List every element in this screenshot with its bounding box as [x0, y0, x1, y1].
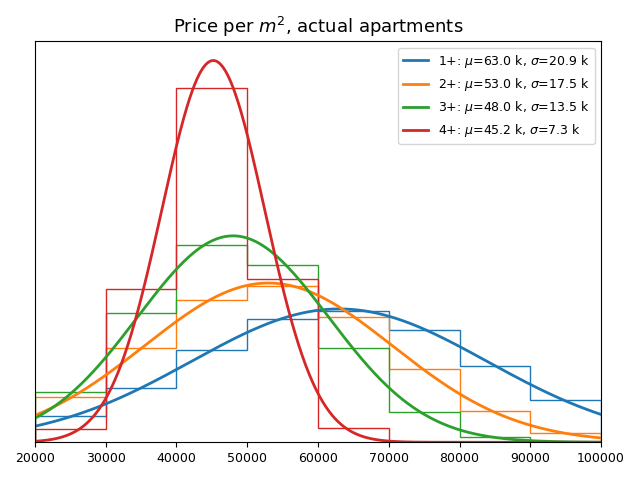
1+: $\mu$=63.0 k, $\sigma$=20.9 k: (6.3e+04, 1.91e-05): $\mu$=63.0 k, $\sigma$=20.9 k: (6.3e+04,…: [335, 306, 343, 312]
Line: 4+: $\mu$=45.2 k, $\sigma$=7.3 k: 4+: $\mu$=45.2 k, $\sigma$=7.3 k: [35, 60, 601, 442]
1+: $\mu$=63.0 k, $\sigma$=20.9 k: (8.25e+04, 1.24e-05): $\mu$=63.0 k, $\sigma$=20.9 k: (8.25e+04…: [473, 353, 481, 359]
Line: 1+: $\mu$=63.0 k, $\sigma$=20.9 k: 1+: $\mu$=63.0 k, $\sigma$=20.9 k: [35, 309, 601, 426]
1+: $\mu$=63.0 k, $\sigma$=20.9 k: (2.82e+04, 4.76e-06): $\mu$=63.0 k, $\sigma$=20.9 k: (2.82e+04…: [89, 406, 97, 412]
4+: $\mu$=45.2 k, $\sigma$=7.3 k: (8.25e+04, 1.2e-10): $\mu$=45.2 k, $\sigma$=7.3 k: (8.25e+04,…: [473, 439, 481, 445]
2+: $\mu$=53.0 k, $\sigma$=17.5 k: (8.39e+04, 4.79e-06): $\mu$=53.0 k, $\sigma$=17.5 k: (8.39e+04…: [483, 406, 491, 412]
4+: $\mu$=45.2 k, $\sigma$=7.3 k: (8.39e+04, 4.3e-11): $\mu$=45.2 k, $\sigma$=7.3 k: (8.39e+04,…: [483, 439, 491, 445]
3+: $\mu$=48.0 k, $\sigma$=13.5 k: (5.24e+04, 2.8e-05): $\mu$=48.0 k, $\sigma$=13.5 k: (5.24e+04…: [260, 244, 268, 250]
3+: $\mu$=48.0 k, $\sigma$=13.5 k: (7.5e+04, 3.99e-06): $\mu$=48.0 k, $\sigma$=13.5 k: (7.5e+04,…: [420, 411, 428, 417]
1+: $\mu$=63.0 k, $\sigma$=20.9 k: (7.5e+04, 1.62e-05): $\mu$=63.0 k, $\sigma$=20.9 k: (7.5e+04,…: [420, 326, 428, 332]
4+: $\mu$=45.2 k, $\sigma$=7.3 k: (2e+04, 1.41e-07): $\mu$=45.2 k, $\sigma$=7.3 k: (2e+04, 1.…: [31, 438, 39, 444]
2+: $\mu$=53.0 k, $\sigma$=17.5 k: (8.25e+04, 5.53e-06): $\mu$=53.0 k, $\sigma$=17.5 k: (8.25e+04…: [473, 401, 481, 407]
4+: $\mu$=45.2 k, $\sigma$=7.3 k: (1e+05, 3.17e-17): $\mu$=45.2 k, $\sigma$=7.3 k: (1e+05, 3.…: [597, 439, 605, 445]
3+: $\mu$=48.0 k, $\sigma$=13.5 k: (8.39e+04, 8.6e-07): $\mu$=48.0 k, $\sigma$=13.5 k: (8.39e+04…: [483, 433, 491, 439]
3+: $\mu$=48.0 k, $\sigma$=13.5 k: (5.53e+04, 2.55e-05): $\mu$=48.0 k, $\sigma$=13.5 k: (5.53e+04…: [281, 261, 289, 267]
4+: $\mu$=45.2 k, $\sigma$=7.3 k: (5.24e+04, 3.35e-05): $\mu$=45.2 k, $\sigma$=7.3 k: (5.24e+04,…: [260, 206, 268, 212]
4+: $\mu$=45.2 k, $\sigma$=7.3 k: (7.5e+04, 1.3e-08): $\mu$=45.2 k, $\sigma$=7.3 k: (7.5e+04, …: [420, 439, 428, 445]
2+: $\mu$=53.0 k, $\sigma$=17.5 k: (2e+04, 3.85e-06): $\mu$=53.0 k, $\sigma$=17.5 k: (2e+04, 3…: [31, 412, 39, 418]
2+: $\mu$=53.0 k, $\sigma$=17.5 k: (5.53e+04, 2.26e-05): $\mu$=53.0 k, $\sigma$=17.5 k: (5.53e+04…: [281, 282, 289, 288]
2+: $\mu$=53.0 k, $\sigma$=17.5 k: (1e+05, 6.19e-07): $\mu$=53.0 k, $\sigma$=17.5 k: (1e+05, 6…: [597, 435, 605, 441]
2+: $\mu$=53.0 k, $\sigma$=17.5 k: (5.24e+04, 2.28e-05): $\mu$=53.0 k, $\sigma$=17.5 k: (5.24e+04…: [260, 280, 268, 286]
Legend: 1+: $\mu$=63.0 k, $\sigma$=20.9 k, 2+: $\mu$=53.0 k, $\sigma$=17.5 k, 3+: $\mu$=: 1+: $\mu$=63.0 k, $\sigma$=20.9 k, 2+: $…: [398, 48, 595, 144]
3+: $\mu$=48.0 k, $\sigma$=13.5 k: (2.82e+04, 1e-05): $\mu$=48.0 k, $\sigma$=13.5 k: (2.82e+04…: [89, 369, 97, 375]
3+: $\mu$=48.0 k, $\sigma$=13.5 k: (8.25e+04, 1.14e-06): $\mu$=48.0 k, $\sigma$=13.5 k: (8.25e+04…: [473, 432, 481, 437]
1+: $\mu$=63.0 k, $\sigma$=20.9 k: (1e+05, 3.98e-06): $\mu$=63.0 k, $\sigma$=20.9 k: (1e+05, 3…: [597, 411, 605, 417]
3+: $\mu$=48.0 k, $\sigma$=13.5 k: (4.8e+04, 2.96e-05): $\mu$=48.0 k, $\sigma$=13.5 k: (4.8e+04,…: [229, 233, 237, 239]
1+: $\mu$=63.0 k, $\sigma$=20.9 k: (2e+04, 2.3e-06): $\mu$=63.0 k, $\sigma$=20.9 k: (2e+04, 2…: [31, 423, 39, 429]
1+: $\mu$=63.0 k, $\sigma$=20.9 k: (5.52e+04, 1.78e-05): $\mu$=63.0 k, $\sigma$=20.9 k: (5.52e+04…: [280, 315, 288, 321]
Line: 3+: $\mu$=48.0 k, $\sigma$=13.5 k: 3+: $\mu$=48.0 k, $\sigma$=13.5 k: [35, 236, 601, 442]
2+: $\mu$=53.0 k, $\sigma$=17.5 k: (2.82e+04, 8.33e-06): $\mu$=53.0 k, $\sigma$=17.5 k: (2.82e+04…: [89, 381, 97, 387]
3+: $\mu$=48.0 k, $\sigma$=13.5 k: (1e+05, 1.77e-08): $\mu$=48.0 k, $\sigma$=13.5 k: (1e+05, 1…: [597, 439, 605, 445]
1+: $\mu$=63.0 k, $\sigma$=20.9 k: (8.39e+04, 1.16e-05): $\mu$=63.0 k, $\sigma$=20.9 k: (8.39e+04…: [483, 359, 491, 364]
4+: $\mu$=45.2 k, $\sigma$=7.3 k: (5.53e+04, 2.09e-05): $\mu$=45.2 k, $\sigma$=7.3 k: (5.53e+04,…: [281, 293, 289, 299]
Line: 2+: $\mu$=53.0 k, $\sigma$=17.5 k: 2+: $\mu$=53.0 k, $\sigma$=17.5 k: [35, 283, 601, 438]
2+: $\mu$=53.0 k, $\sigma$=17.5 k: (7.5e+04, 1.03e-05): $\mu$=53.0 k, $\sigma$=17.5 k: (7.5e+04,…: [420, 367, 428, 373]
1+: $\mu$=63.0 k, $\sigma$=20.9 k: (5.24e+04, 1.68e-05): $\mu$=63.0 k, $\sigma$=20.9 k: (5.24e+04…: [260, 322, 268, 328]
2+: $\mu$=53.0 k, $\sigma$=17.5 k: (5.3e+04, 2.28e-05): $\mu$=53.0 k, $\sigma$=17.5 k: (5.3e+04,…: [264, 280, 272, 286]
4+: $\mu$=45.2 k, $\sigma$=7.3 k: (2.82e+04, 3.59e-06): $\mu$=45.2 k, $\sigma$=7.3 k: (2.82e+04,…: [89, 414, 97, 420]
4+: $\mu$=45.2 k, $\sigma$=7.3 k: (4.52e+04, 5.46e-05): $\mu$=45.2 k, $\sigma$=7.3 k: (4.52e+04,…: [210, 58, 218, 63]
Title: Price per $m^2$, actual apartments: Price per $m^2$, actual apartments: [173, 15, 463, 39]
3+: $\mu$=48.0 k, $\sigma$=13.5 k: (2e+04, 3.44e-06): $\mu$=48.0 k, $\sigma$=13.5 k: (2e+04, 3…: [31, 415, 39, 421]
